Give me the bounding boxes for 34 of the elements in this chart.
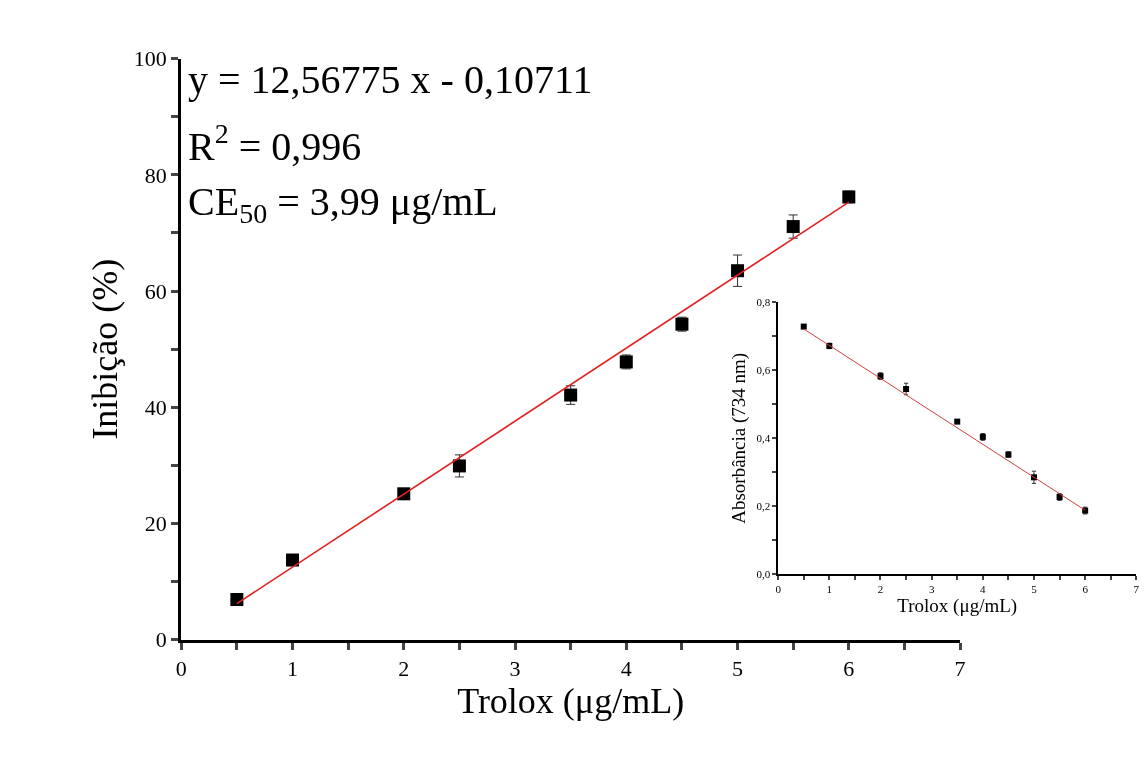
y-tick-label: 100 [133,46,167,72]
x-tick-label: 6 [843,656,855,682]
x-tick-label: 4 [620,656,632,682]
x-axis-title: Trolox (μg/mL) [897,595,1018,617]
y-axis-title: Absorbância (734 nm) [727,352,750,524]
x-axis-title: Trolox (μg/mL) [457,681,685,722]
y-tick-label: 80 [144,162,167,188]
x-tick-label: 1 [286,656,298,682]
x-tick-label: 7 [954,656,966,682]
x-tick-label: 0 [775,583,782,595]
y-tick-label: 40 [144,394,167,420]
y-tick-label: 0,4 [756,432,771,445]
x-tick-label: 5 [732,656,744,682]
x-tick-label: 2 [877,583,884,595]
y-tick-label: 0,6 [756,364,771,377]
x-tick-label: 1 [826,583,833,595]
x-tick-label: 7 [1133,583,1140,595]
y-axis-title: Inibição (%) [84,258,125,440]
x-tick-label: 4 [980,583,987,595]
y-tick-label: 0 [155,627,167,653]
annotation: CE$_{50}$ = 3,99 μg/mL [188,179,498,230]
y-tick-label: 0,8 [756,296,771,309]
y-tick-label: 60 [144,278,167,304]
y-tick-label: 0,2 [756,500,771,512]
x-tick-label: 0 [175,656,187,682]
x-tick-label: 3 [928,583,935,595]
x-tick-label: 5 [1031,583,1038,595]
y-tick-label: 0,0 [756,567,771,580]
annotation: R$^{2}$ = 0,996 [188,118,362,169]
x-tick-label: 6 [1082,583,1089,595]
x-tick-label: 2 [398,656,410,682]
x-tick-label: 3 [509,656,521,682]
annotation: y = 12,56775 x - 0,10711 [188,57,593,102]
y-tick-label: 20 [144,511,167,537]
